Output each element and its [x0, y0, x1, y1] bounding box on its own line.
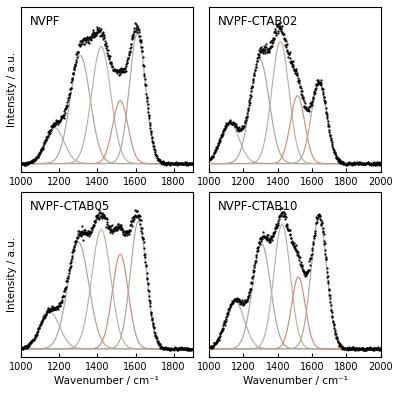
Y-axis label: Intensity / a.u.: Intensity / a.u. — [7, 237, 17, 312]
X-axis label: Wavenumber / cm⁻¹: Wavenumber / cm⁻¹ — [54, 376, 159, 386]
Y-axis label: Intensity / a.u.: Intensity / a.u. — [7, 52, 17, 127]
Text: NVPF-CTAB02: NVPF-CTAB02 — [218, 15, 298, 28]
Text: NVPF-CTAB10: NVPF-CTAB10 — [218, 200, 298, 213]
X-axis label: Wavenumber / cm⁻¹: Wavenumber / cm⁻¹ — [242, 376, 347, 386]
Text: NVPF-CTAB05: NVPF-CTAB05 — [30, 200, 110, 213]
Text: NVPF: NVPF — [30, 15, 60, 28]
